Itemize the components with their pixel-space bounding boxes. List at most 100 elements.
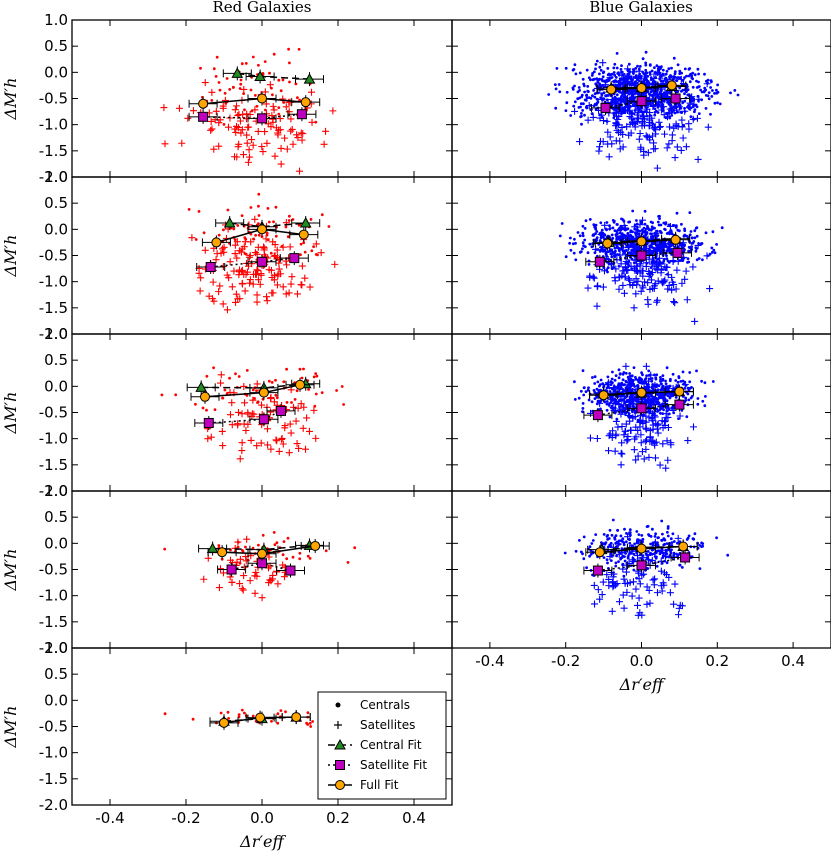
- satellite-point: [648, 276, 656, 284]
- central-point: [668, 384, 672, 388]
- satellite-point: [268, 273, 276, 281]
- central-point: [670, 66, 673, 70]
- central-point: [706, 254, 710, 257]
- central-point: [635, 576, 638, 580]
- central-point: [602, 266, 606, 269]
- central-point: [633, 395, 637, 399]
- satellite-point: [277, 160, 285, 168]
- central-point: [629, 105, 632, 108]
- central-point: [298, 557, 302, 561]
- central-point: [654, 76, 657, 80]
- satellite-point: [677, 146, 685, 154]
- satellite-point: [604, 140, 612, 148]
- satellite-point: [637, 439, 645, 447]
- central-point: [636, 117, 640, 120]
- satellite-point: [279, 440, 287, 448]
- central-point: [631, 209, 635, 213]
- central-point: [711, 250, 714, 254]
- central-point: [581, 369, 585, 372]
- central-point: [607, 404, 611, 407]
- central-point: [667, 407, 671, 411]
- central-point: [598, 384, 601, 388]
- satellite-fit-marker: [198, 111, 209, 122]
- central-point: [611, 518, 615, 522]
- central-point: [681, 370, 685, 374]
- central-point: [649, 535, 653, 538]
- satellite-point: [236, 580, 244, 588]
- satellite-point: [595, 147, 603, 155]
- satellite-point: [241, 287, 249, 295]
- satellite-point: [232, 290, 240, 298]
- satellite-point: [281, 134, 289, 142]
- full-fit-marker: [198, 98, 209, 109]
- central-point: [646, 90, 650, 94]
- central-point: [270, 381, 274, 384]
- full-fit-marker: [636, 387, 647, 398]
- central-point: [583, 98, 587, 102]
- satellite-point: [642, 132, 650, 140]
- central-point: [704, 395, 707, 398]
- central-point: [297, 47, 301, 51]
- satellite-point: [271, 241, 279, 249]
- central-point: [564, 255, 568, 259]
- central-point: [569, 114, 573, 117]
- central-point: [673, 111, 677, 115]
- central-point: [620, 233, 624, 237]
- central-point: [700, 90, 704, 94]
- central-point: [290, 401, 293, 404]
- satellite-point: [299, 130, 307, 138]
- central-point: [703, 72, 706, 76]
- satellite-point: [287, 280, 295, 288]
- satellite-point: [204, 435, 212, 443]
- central-point: [671, 224, 675, 227]
- central-point: [686, 386, 690, 390]
- central-point: [640, 534, 644, 537]
- central-point: [614, 374, 618, 377]
- satellite-point: [276, 115, 284, 123]
- central-point: [606, 270, 609, 274]
- satellite-point: [247, 436, 255, 444]
- central-point: [655, 252, 659, 255]
- satellite-point: [656, 123, 664, 131]
- y-tick-label: 1.0: [44, 639, 68, 657]
- central-point: [342, 403, 345, 406]
- satellite-point: [262, 100, 270, 108]
- central-point: [606, 266, 610, 270]
- central-point: [664, 72, 668, 76]
- legend-satellite-fit-marker: [335, 760, 345, 770]
- satellite-point: [666, 123, 674, 131]
- central-point: [656, 410, 659, 413]
- satellite-point: [280, 573, 288, 581]
- satellite-point: [659, 279, 667, 287]
- central-point: [619, 68, 623, 71]
- central-fit-marker: [254, 70, 266, 82]
- central-point: [624, 404, 628, 407]
- central-point: [681, 88, 685, 92]
- central-point: [641, 110, 645, 114]
- central-point: [302, 241, 306, 245]
- central-point: [682, 382, 685, 386]
- central-point: [694, 246, 698, 250]
- central-point: [642, 226, 646, 230]
- central-point: [327, 225, 331, 228]
- central-point: [644, 245, 648, 249]
- satellite-point: [661, 421, 669, 429]
- central-point: [657, 384, 661, 388]
- central-point: [612, 389, 616, 393]
- central-point: [623, 234, 626, 237]
- central-point: [681, 379, 685, 383]
- central-point: [277, 112, 281, 116]
- central-point: [678, 229, 681, 233]
- central-point: [677, 103, 681, 106]
- central-point: [272, 52, 276, 56]
- central-point: [217, 81, 221, 84]
- satellite-point: [617, 260, 625, 268]
- satellite-point: [272, 436, 280, 444]
- satellite-point: [244, 410, 252, 418]
- central-point: [236, 545, 240, 549]
- central-point: [621, 372, 625, 376]
- central-point: [573, 380, 576, 384]
- satellite-point: [632, 290, 640, 298]
- satellite-fit-marker: [257, 256, 267, 267]
- full-fit-marker: [606, 84, 617, 95]
